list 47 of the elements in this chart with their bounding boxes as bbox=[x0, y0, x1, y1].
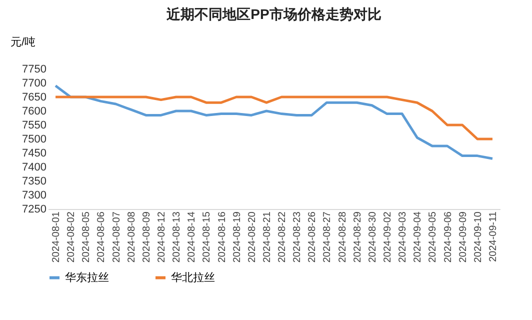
x-tick-label: 2024-08-15 bbox=[202, 211, 213, 263]
x-tick-label: 2024-08-22 bbox=[277, 211, 288, 263]
x-tick-label: 2024-08-20 bbox=[246, 211, 258, 263]
x-tick-label: 2024-08-30 bbox=[367, 211, 378, 263]
y-tick-label: 7350 bbox=[22, 176, 46, 188]
x-tick-label: 2024-08-07 bbox=[111, 211, 122, 263]
y-tick-label: 7550 bbox=[22, 120, 46, 132]
x-tick-label: 2024-08-12 bbox=[156, 211, 168, 263]
chart-title: 近期不同地区PP市场价格走势对比 bbox=[166, 6, 382, 22]
x-tick-label: 2024-09-04 bbox=[412, 211, 424, 263]
y-tick-label: 7300 bbox=[22, 190, 46, 202]
x-tick-label: 2024-09-05 bbox=[428, 211, 439, 263]
y-tick-label: 7450 bbox=[22, 148, 46, 160]
x-tick-label: 2024-09-03 bbox=[398, 211, 409, 263]
x-tick-label: 2024-08-27 bbox=[322, 211, 334, 263]
x-tick-label: 2024-09-10 bbox=[472, 211, 484, 263]
x-tick-label: 2024-08-23 bbox=[292, 211, 304, 263]
x-tick-label: 2024-08-28 bbox=[337, 211, 348, 263]
x-tick-label: 2024-08-19 bbox=[232, 211, 243, 263]
x-tick-label: 2024-09-02 bbox=[382, 211, 394, 263]
x-tick-label: 2024-08-16 bbox=[216, 211, 228, 263]
x-tick-label: 2024-08-09 bbox=[141, 211, 152, 263]
x-tick-label: 2024-08-29 bbox=[352, 211, 364, 263]
y-tick-label: 7500 bbox=[22, 134, 46, 146]
y-tick-label: 7750 bbox=[22, 64, 46, 76]
y-tick-label: 7400 bbox=[22, 162, 46, 174]
y-tick-label: 7700 bbox=[22, 78, 46, 90]
line-series bbox=[54, 84, 494, 160]
y-tick-label: 7650 bbox=[22, 92, 46, 104]
x-tick-label: 2024-08-05 bbox=[81, 211, 92, 263]
x-tick-label: 2024-09-11 bbox=[488, 211, 499, 262]
y-axis-title: 元/吨 bbox=[10, 36, 36, 48]
y-tick-label: 7600 bbox=[22, 106, 46, 118]
x-tick-label: 2024-08-08 bbox=[126, 211, 138, 263]
x-tick-label: 2024-08-06 bbox=[96, 211, 108, 263]
x-tick-label: 2024-08-21 bbox=[262, 211, 273, 263]
legend-label: 华东拉丝 bbox=[65, 270, 109, 284]
line-series bbox=[54, 96, 494, 140]
x-tick-label: 2024-08-13 bbox=[172, 211, 183, 263]
x-tick-label: 2024-08-26 bbox=[307, 211, 318, 263]
y-tick-label: 7250 bbox=[22, 204, 46, 216]
x-tick-label: 2024-08-14 bbox=[186, 211, 198, 263]
legend-label: 华北拉丝 bbox=[171, 270, 215, 284]
x-tick-label: 2024-08-02 bbox=[66, 211, 78, 263]
x-tick-label: 2024-08-01 bbox=[51, 211, 62, 263]
x-tick-label: 2024-09-09 bbox=[458, 211, 469, 263]
x-tick-label: 2024-09-06 bbox=[442, 211, 454, 263]
